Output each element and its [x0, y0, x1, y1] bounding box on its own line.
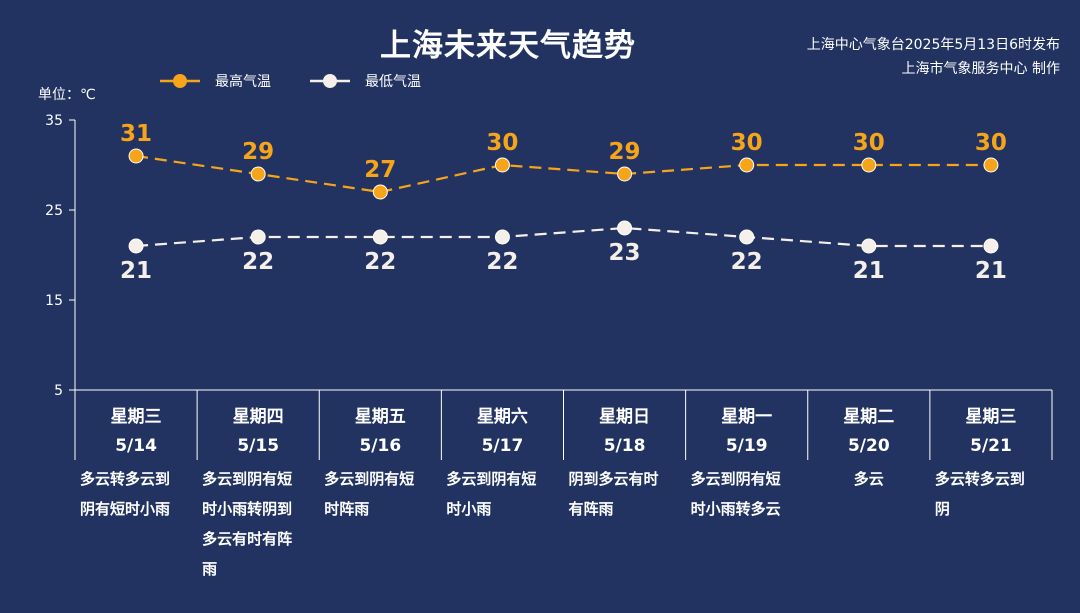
- day-weekday-label: 星期三: [965, 407, 1016, 427]
- day-weather-text: 多云转多云到: [80, 470, 170, 488]
- y-tick-label: 5: [54, 383, 63, 399]
- data-point-high: [372, 184, 388, 200]
- data-label-high: 30: [731, 130, 763, 156]
- legend-label-low: 最低气温: [365, 74, 421, 90]
- day-weather-text: 有阵雨: [569, 500, 614, 518]
- y-tick-label: 15: [45, 293, 63, 309]
- chart-title: 上海未来天气趋势: [380, 28, 636, 64]
- data-label-high: 29: [609, 139, 641, 165]
- day-weekday-label: 星期五: [355, 407, 406, 427]
- data-label-high: 27: [364, 157, 396, 183]
- data-label-low: 21: [975, 258, 1007, 284]
- data-point-low: [861, 238, 877, 254]
- day-weather-text: 时小雨: [446, 500, 491, 518]
- data-point-low: [617, 220, 633, 236]
- legend-label-high: 最高气温: [215, 73, 271, 90]
- data-label-high: 30: [975, 130, 1007, 156]
- data-point-high: [739, 157, 755, 173]
- y-tick-label: 35: [45, 113, 63, 129]
- day-weather-text: 多云: [854, 470, 884, 488]
- day-weather-text: 时小雨转阴到: [202, 500, 292, 518]
- data-label-low: 23: [609, 240, 641, 266]
- day-weather-text: 多云到阴有短: [691, 470, 781, 488]
- day-weather-text: 多云到阴有短: [324, 470, 414, 488]
- y-axis-label: 单位：℃: [38, 87, 96, 103]
- data-label-low: 22: [486, 249, 518, 275]
- day-weather-text: 多云转多云到: [935, 470, 1025, 488]
- data-label-high: 29: [242, 139, 274, 165]
- x-tick-label: 5/16: [359, 436, 401, 456]
- day-weekday-label: 星期四: [233, 407, 284, 427]
- x-tick-label: 5/21: [970, 436, 1012, 456]
- data-point-high: [494, 157, 510, 173]
- day-weather-text: 阴到多云有时: [569, 470, 659, 488]
- series-line-high: [135, 154, 991, 194]
- data-label-low: 21: [120, 258, 152, 284]
- day-weather-text: 多云到阴有短: [202, 470, 292, 488]
- day-weekday-label: 星期一: [721, 407, 772, 427]
- x-tick-label: 5/14: [115, 436, 157, 456]
- x-tick-label: 5/15: [237, 436, 279, 456]
- day-weather-text: 阴有短时小雨: [80, 500, 170, 518]
- x-tick-label: 5/19: [726, 436, 768, 456]
- data-point-high: [861, 157, 877, 173]
- data-point-low: [128, 238, 144, 254]
- source-line-issuer: 上海中心气象台2025年5月13日6时发布: [806, 37, 1060, 53]
- day-weekday-label: 星期二: [843, 407, 894, 427]
- data-label-low: 21: [853, 258, 885, 284]
- day-weather-text: 雨: [202, 560, 217, 578]
- day-weather-text: 多云有时有阵: [202, 530, 292, 548]
- data-point-high: [617, 166, 633, 182]
- data-point-low: [983, 238, 999, 254]
- day-weekday-label: 星期三: [111, 407, 162, 427]
- data-label-low: 22: [731, 249, 763, 275]
- data-label-low: 22: [364, 249, 396, 275]
- data-point-high: [983, 157, 999, 173]
- x-tick-label: 5/17: [482, 436, 524, 456]
- data-label-high: 30: [853, 130, 885, 156]
- y-tick-label: 25: [45, 203, 63, 219]
- legend-marker-low: [323, 74, 337, 88]
- data-label-high: 30: [486, 130, 518, 156]
- day-weekday-label: 星期六: [477, 406, 528, 427]
- data-point-low: [372, 229, 388, 245]
- day-weather-text: 多云到阴有短: [446, 470, 536, 488]
- series-line-low: [135, 226, 991, 248]
- day-weather-text: 时小雨转多云: [691, 500, 781, 518]
- data-point-low: [739, 229, 755, 245]
- data-point-high: [250, 166, 266, 182]
- data-label-high: 31: [120, 121, 152, 147]
- data-label-low: 22: [242, 249, 274, 275]
- source-info: 上海中心气象台2025年5月13日6时发布 上海市气象服务中心 制作: [807, 33, 1060, 81]
- data-point-low: [250, 229, 266, 245]
- data-point-high: [128, 148, 144, 164]
- day-weather-text: 时阵雨: [324, 500, 369, 518]
- data-point-low: [494, 229, 510, 245]
- x-tick-label: 5/20: [848, 436, 890, 456]
- source-line-producer: 上海市气象服务中心 制作: [901, 61, 1060, 77]
- day-weather-text: 阴: [935, 500, 950, 518]
- x-tick-label: 5/18: [604, 436, 646, 456]
- legend-marker-high: [173, 74, 187, 88]
- day-weekday-label: 星期日: [599, 407, 650, 427]
